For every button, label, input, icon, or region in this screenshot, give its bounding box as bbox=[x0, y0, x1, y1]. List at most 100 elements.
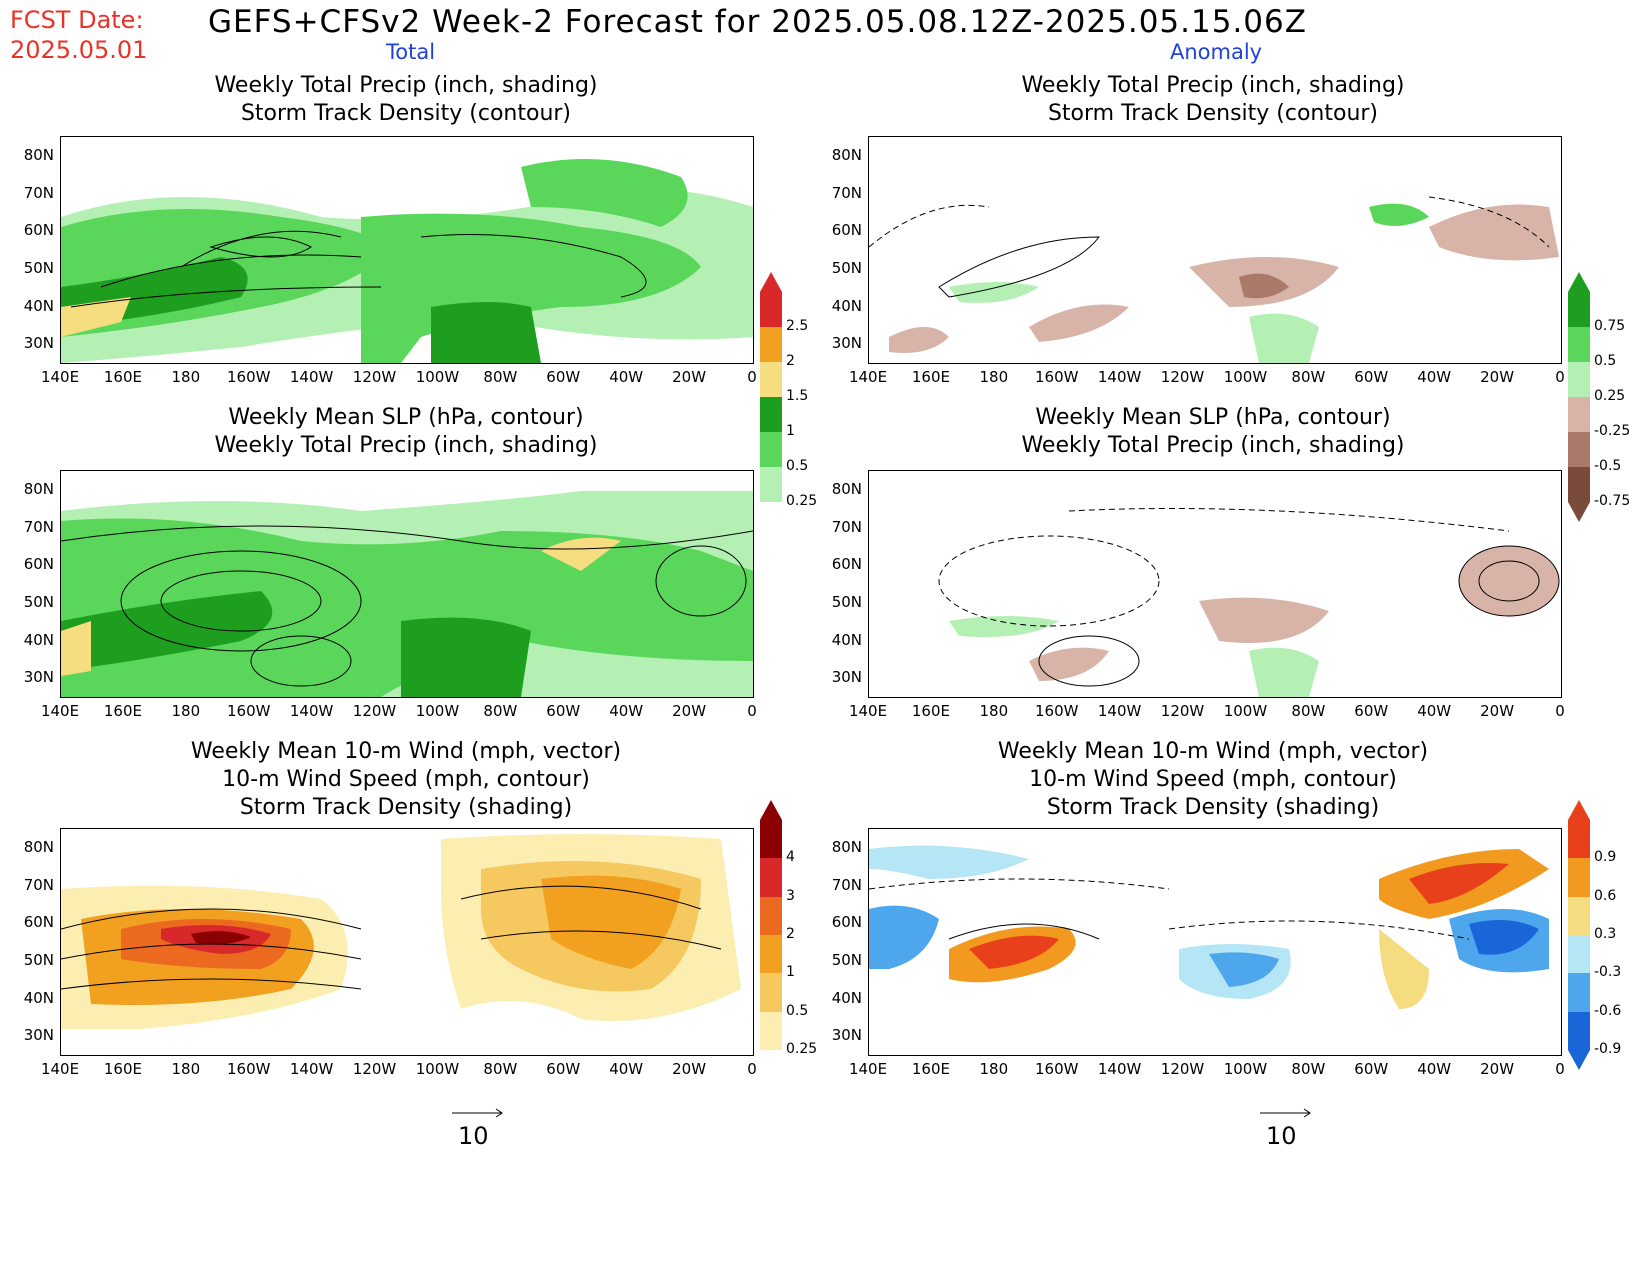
lat-label: 60N bbox=[831, 913, 862, 932]
reference-arrow-icon bbox=[1260, 1108, 1311, 1118]
lat-label: 80N bbox=[23, 479, 54, 498]
column-title-anomaly: Anomaly bbox=[1170, 40, 1263, 64]
lat-label: 80N bbox=[831, 479, 862, 498]
lat-label: 50N bbox=[831, 592, 862, 611]
lat-label: 50N bbox=[23, 258, 54, 277]
lat-label: 40N bbox=[23, 296, 54, 315]
lon-label: 60W bbox=[546, 368, 581, 386]
lon-label: 100W bbox=[1223, 702, 1268, 720]
colorbar-label: 0.6 bbox=[1594, 887, 1617, 904]
lat-label: 30N bbox=[23, 668, 54, 687]
lon-label: 140W bbox=[289, 1060, 334, 1078]
colorbar-label: -0.5 bbox=[1594, 458, 1622, 474]
lon-label: 60W bbox=[1354, 702, 1389, 720]
colorbar-segment bbox=[1568, 362, 1590, 397]
lon-label: 100W bbox=[1223, 368, 1268, 386]
lon-label: 140E bbox=[40, 368, 80, 386]
lon-label: 140E bbox=[848, 1060, 888, 1078]
colorbar-storm-anom: 0.9 0.6 0.3 -0.3 -0.6 -0.9 bbox=[1568, 800, 1621, 1070]
lon-label: 100W bbox=[415, 702, 460, 720]
colorbar-bottom-arrow bbox=[760, 502, 782, 522]
colorbar-label: 1 bbox=[786, 423, 795, 439]
colorbar-label: -0.3 bbox=[1594, 964, 1622, 981]
lon-label: 160W bbox=[1034, 368, 1079, 386]
lon-label: 180 bbox=[979, 1060, 1009, 1078]
lon-label: 120W bbox=[1160, 702, 1205, 720]
lat-label: 50N bbox=[831, 950, 862, 969]
colorbar-segment bbox=[760, 820, 782, 859]
colorbar-label: 0.75 bbox=[1594, 318, 1626, 334]
colorbar-label: 0.5 bbox=[786, 1002, 809, 1019]
lon-label: 40W bbox=[609, 1060, 644, 1078]
lat-label: 70N bbox=[23, 875, 54, 894]
lon-label: 180 bbox=[171, 702, 201, 720]
lat-label: 40N bbox=[23, 988, 54, 1007]
fcst-date-value: 2025.05.01 bbox=[10, 36, 148, 64]
panel-title-total-slp: Weekly Mean SLP (hPa, contour) Weekly Tot… bbox=[214, 405, 598, 458]
lat-label: 60N bbox=[23, 555, 54, 574]
lon-label: 140W bbox=[1097, 1060, 1142, 1078]
colorbar-segment bbox=[760, 467, 782, 502]
lon-label: 160W bbox=[1034, 1060, 1079, 1078]
colorbar-segment bbox=[760, 327, 782, 362]
lat-label: 60N bbox=[831, 555, 862, 574]
colorbar-bottom-arrow bbox=[1568, 1050, 1590, 1070]
colorbar-segment bbox=[1568, 327, 1590, 362]
lon-label: 160E bbox=[103, 702, 142, 720]
lon-label: 0 bbox=[747, 1060, 757, 1078]
lat-label: 80N bbox=[831, 145, 862, 164]
colorbar-label: -0.75 bbox=[1594, 493, 1631, 509]
lon-label: 180 bbox=[171, 368, 201, 386]
lon-label: 100W bbox=[415, 1060, 460, 1078]
lat-label: 50N bbox=[23, 950, 54, 969]
lat-label: 60N bbox=[831, 221, 862, 240]
lat-label: 40N bbox=[831, 988, 862, 1007]
colorbar-label: 3 bbox=[786, 887, 795, 904]
colorbar-top-arrow bbox=[1568, 272, 1590, 292]
colorbar-label: 0.25 bbox=[1594, 388, 1626, 404]
lon-label: 20W bbox=[1480, 1060, 1515, 1078]
lon-label: 140E bbox=[848, 368, 888, 386]
panel-title-anom-wind: Weekly Mean 10-m Wind (mph, vector) 10-m … bbox=[997, 739, 1429, 820]
map-panel-total-precip bbox=[60, 136, 754, 364]
colorbar-label: -0.9 bbox=[1594, 1041, 1622, 1057]
lat-label: 80N bbox=[23, 145, 54, 164]
lon-label: 0 bbox=[1555, 1060, 1565, 1078]
lat-label: 70N bbox=[831, 875, 862, 894]
lon-label: 180 bbox=[171, 1060, 201, 1078]
lon-label: 160E bbox=[911, 368, 950, 386]
lat-label: 50N bbox=[23, 592, 54, 611]
map-panel-total-slp bbox=[60, 470, 754, 698]
lon-label: 180 bbox=[979, 702, 1009, 720]
lon-label: 80W bbox=[1291, 368, 1326, 386]
colorbar-bottom-arrow bbox=[1568, 502, 1590, 522]
colorbar-segment bbox=[1568, 820, 1590, 859]
colorbar-label: 0.5 bbox=[1594, 353, 1617, 369]
colorbar-label: 0.25 bbox=[786, 1041, 818, 1057]
lon-label: 140W bbox=[289, 702, 334, 720]
main-title: GEFS+CFSv2 Week-2 Forecast for 2025.05.0… bbox=[208, 4, 1307, 40]
lon-label: 20W bbox=[1480, 702, 1515, 720]
lon-label: 20W bbox=[672, 702, 707, 720]
colorbar-label: 2.5 bbox=[786, 318, 809, 334]
lon-label: 40W bbox=[1417, 368, 1452, 386]
lon-label: 60W bbox=[1354, 368, 1389, 386]
colorbar-segment bbox=[1568, 432, 1590, 467]
colorbar-label: 1 bbox=[786, 964, 795, 981]
column-title-total: Total bbox=[386, 40, 436, 64]
lon-label: 40W bbox=[609, 702, 644, 720]
lat-label: 50N bbox=[831, 258, 862, 277]
lat-label: 30N bbox=[831, 334, 862, 353]
lon-label: 120W bbox=[352, 702, 397, 720]
lon-label: 0 bbox=[747, 368, 757, 386]
lon-label: 40W bbox=[1417, 702, 1452, 720]
lat-label: 30N bbox=[23, 334, 54, 353]
map-panel-total-wind bbox=[60, 828, 754, 1056]
colorbar-label: 0.3 bbox=[1594, 926, 1617, 942]
lat-label: 40N bbox=[23, 630, 54, 649]
lon-label: 80W bbox=[483, 1060, 518, 1078]
colorbar-label: -0.6 bbox=[1594, 1002, 1622, 1019]
lon-label: 140E bbox=[848, 702, 888, 720]
lat-label: 30N bbox=[23, 1026, 54, 1045]
colorbar-segment bbox=[760, 362, 782, 397]
